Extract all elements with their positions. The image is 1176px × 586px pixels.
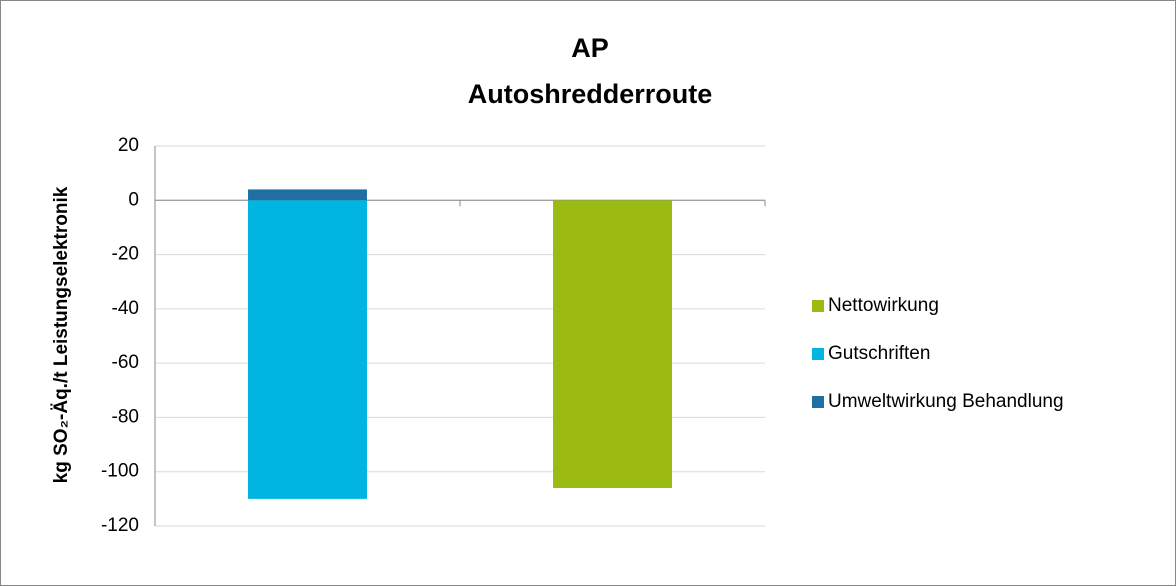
- y-tick-label: -60: [112, 352, 139, 373]
- y-tick-label: -100: [101, 461, 139, 482]
- legend-label: Gutschriften: [828, 343, 930, 364]
- y-tick-label: -20: [112, 244, 139, 265]
- y-tick-label: -80: [112, 406, 139, 427]
- chart-title: Autoshredderroute: [468, 79, 713, 109]
- y-tick-label: -40: [112, 298, 139, 319]
- chart-title: AP: [571, 33, 609, 63]
- legend-swatch: [812, 396, 824, 408]
- bar: [248, 200, 367, 499]
- y-axis-label: kg SO₂-Äq./t Leistungselektronik: [51, 186, 72, 483]
- legend-swatch: [812, 300, 824, 312]
- legend-label: Nettowirkung: [828, 295, 939, 316]
- y-tick-label: 0: [128, 189, 139, 210]
- legend-swatch: [812, 348, 824, 360]
- bar: [553, 200, 672, 489]
- y-tick-label: -120: [101, 515, 139, 536]
- bar: [248, 189, 367, 201]
- legend-label: Umweltwirkung Behandlung: [828, 391, 1064, 412]
- y-tick-label: 20: [118, 135, 139, 156]
